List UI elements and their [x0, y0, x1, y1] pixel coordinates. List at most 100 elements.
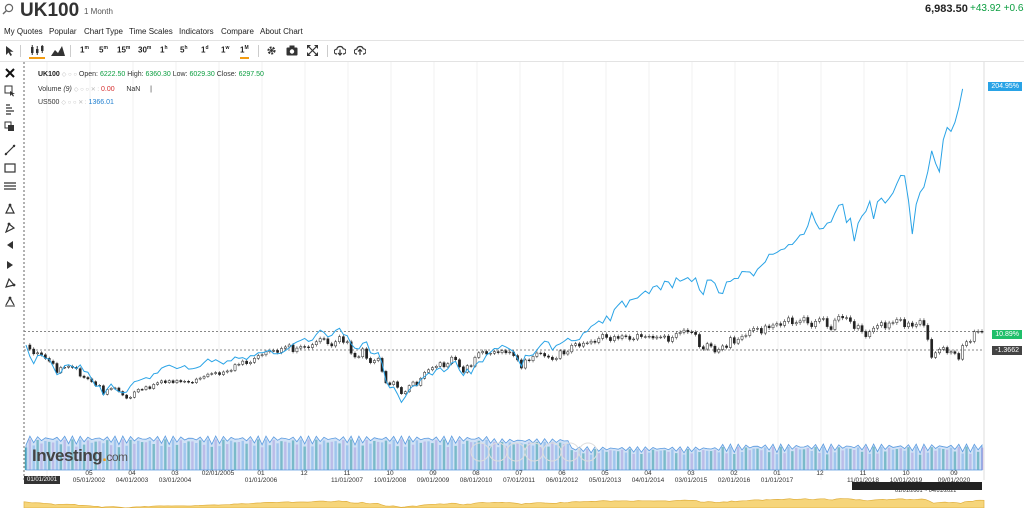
candle-body: [787, 317, 790, 322]
menu-time-scales[interactable]: Time Scales: [129, 27, 173, 36]
volume-markers: [470, 442, 598, 462]
navigator[interactable]: [0, 494, 1024, 508]
toolbar-divider: [70, 45, 71, 57]
candle-body: [771, 324, 775, 329]
candle-body: [156, 382, 159, 385]
candlestick-icon[interactable]: [29, 44, 45, 59]
candle-body: [28, 344, 32, 350]
candle-body: [802, 317, 806, 322]
candle-body: [458, 359, 461, 368]
interval-5m-button[interactable]: 5m: [99, 45, 108, 55]
candle-body: [256, 355, 260, 359]
camera-icon[interactable]: [286, 45, 298, 56]
arrow-right-tool-icon[interactable]: [4, 259, 16, 271]
candle-body: [233, 364, 237, 371]
symbol-title: UK100: [20, 0, 80, 21]
cloud-upload-icon[interactable]: [354, 45, 366, 56]
interval-30m-button[interactable]: 30m: [138, 45, 152, 55]
candle-body: [365, 348, 368, 359]
trendline-tool-icon[interactable]: [4, 144, 16, 156]
cloud-download-icon[interactable]: [334, 45, 346, 56]
time-tick: 02 02/01/2016: [717, 470, 751, 484]
candle-body: [500, 350, 504, 353]
candle-body: [674, 333, 678, 338]
interval-1w-button[interactable]: 1w: [221, 45, 230, 55]
candle-body: [907, 322, 910, 328]
candle-body: [736, 338, 740, 344]
candle-body: [628, 336, 632, 340]
candle-body: [880, 322, 883, 326]
time-tick: 07 07/01/2011: [502, 470, 536, 484]
interval-1m-button[interactable]: 1m: [80, 45, 89, 55]
candle-body: [895, 319, 899, 323]
menu-indicators[interactable]: Indicators: [179, 27, 214, 36]
candle-body: [334, 341, 337, 347]
time-tick: 09 09/01/2009: [416, 470, 450, 484]
candle-body: [972, 331, 976, 342]
arrow-left-tool-icon[interactable]: [4, 239, 16, 251]
candle-body: [643, 336, 647, 338]
legend-volume[interactable]: Volume (9) ◇ ○ ○ ✕ : 0.00 NaN |: [38, 86, 152, 93]
candle-body: [392, 381, 396, 385]
candle-body: [566, 351, 570, 355]
candle-body: [295, 347, 299, 352]
text-tool-icon[interactable]: [4, 277, 16, 289]
price-chart[interactable]: [0, 62, 1024, 494]
candle-body: [326, 338, 330, 345]
candle-body: [976, 331, 980, 333]
candle-body: [763, 325, 767, 334]
legend-toggle-icons[interactable]: ◇ ○ ○ ✕ :: [61, 100, 87, 106]
candle-body: [624, 335, 628, 337]
candle-body: [508, 351, 512, 354]
candle-body: [934, 352, 937, 358]
legend-compare[interactable]: US500 ◇ ○ ○ ✕ : 1366.01: [38, 99, 114, 106]
gear-icon[interactable]: [266, 45, 277, 56]
quote-header: UK100 1 Month 6,983.50 +43.92 +0.63%: [0, 0, 1024, 22]
area-chart-icon[interactable]: [51, 45, 65, 56]
range-selector[interactable]: [852, 482, 982, 490]
legend-open-label: Open:: [78, 71, 98, 78]
candle-body: [636, 334, 639, 340]
menu-my-quotes[interactable]: My Quotes: [4, 27, 43, 36]
interval-15m-button[interactable]: 15m: [117, 45, 131, 55]
candle-body: [876, 325, 879, 329]
close-icon[interactable]: [4, 67, 16, 79]
time-tick: 03 03/01/2015: [674, 470, 708, 484]
crosshair-tool-icon[interactable]: [4, 85, 16, 97]
measure-tool-icon[interactable]: [4, 295, 16, 307]
candle-body: [411, 381, 415, 386]
search-icon[interactable]: [2, 3, 14, 15]
fullscreen-icon[interactable]: [307, 45, 318, 56]
candle-body: [547, 355, 550, 358]
menu-compare[interactable]: Compare: [221, 27, 254, 36]
candle-body: [593, 340, 597, 343]
legend-toggle-icons[interactable]: ◇ ○ ○: [61, 72, 77, 78]
candle-body: [531, 356, 535, 361]
candle-body: [179, 380, 183, 383]
candle-body: [585, 342, 589, 345]
legend-main[interactable]: UK100 ◇ ○ ○ Open: 6222.50 High: 6360.30 …: [38, 71, 264, 78]
time-tick: 12: [300, 470, 308, 477]
menu-about-chart[interactable]: About Chart: [260, 27, 303, 36]
rectangle-tool-icon[interactable]: [4, 162, 16, 174]
interval-5h-button[interactable]: 5h: [180, 45, 188, 55]
pitchfork-tool-icon[interactable]: [4, 221, 16, 233]
candle-body: [891, 322, 895, 324]
magnet-tool-icon[interactable]: [4, 103, 16, 115]
fibonacci-tool-icon[interactable]: [4, 203, 16, 215]
legend-toggle-icons[interactable]: ◇ ○ ○ ✕ :: [73, 87, 100, 93]
interval-1d-button[interactable]: 1d: [201, 45, 209, 55]
candle-body: [930, 339, 934, 358]
candle-body: [833, 319, 837, 330]
candle-body: [175, 380, 179, 383]
reference-axis-label: -1.3662: [992, 346, 1022, 355]
candle-body: [446, 363, 450, 368]
interval-1mo-button[interactable]: 1M: [240, 45, 249, 59]
layers-tool-icon[interactable]: [4, 121, 16, 133]
horizontal-lines-tool-icon[interactable]: [4, 180, 16, 192]
menu-popular[interactable]: Popular: [49, 27, 77, 36]
interval-1h-button[interactable]: 1h: [160, 45, 168, 55]
menu-chart-type[interactable]: Chart Type: [84, 27, 123, 36]
cursor-icon[interactable]: [5, 45, 15, 57]
interval-label: 1 Month: [84, 7, 113, 16]
